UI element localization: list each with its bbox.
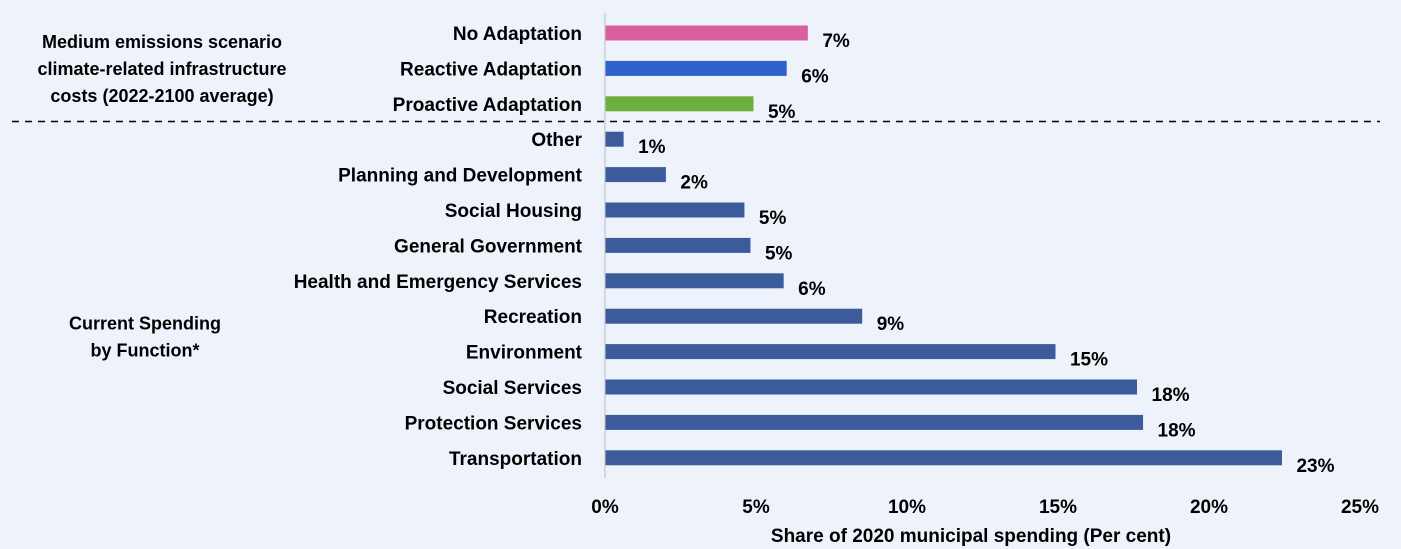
data-label-health-and-emergency-services: 6% bbox=[798, 279, 826, 300]
group-label-0: Medium emissions scenario climate-related… bbox=[37, 32, 286, 106]
bar-proactive-adaptation bbox=[605, 96, 754, 112]
group-label-line: climate-related infrastructure bbox=[37, 59, 286, 79]
x-tick-label: 15% bbox=[1039, 497, 1077, 518]
bar-reactive-adaptation bbox=[605, 60, 787, 76]
category-label-social-services: Social Services bbox=[443, 378, 582, 399]
x-tick-label: 25% bbox=[1341, 497, 1379, 518]
x-axis-label: Share of 2020 municipal spending (Per ce… bbox=[771, 526, 1171, 547]
group-label-line: by Function* bbox=[91, 341, 200, 361]
bar-social-services bbox=[605, 379, 1138, 395]
category-label-recreation: Recreation bbox=[484, 307, 582, 328]
bar-transportation bbox=[605, 450, 1282, 466]
data-label-proactive-adaptation: 5% bbox=[768, 102, 796, 123]
category-label-health-and-emergency-services: Health and Emergency Services bbox=[294, 272, 582, 293]
data-label-social-housing: 5% bbox=[759, 208, 787, 229]
bar-other bbox=[605, 131, 624, 147]
x-tick-labels: 0% 5% 10% 15% 20% 25% bbox=[591, 497, 1379, 518]
bar-planning-and-development bbox=[605, 167, 666, 183]
data-label-recreation: 9% bbox=[877, 314, 905, 335]
category-label-protection-services: Protection Services bbox=[405, 413, 582, 434]
bar-environment bbox=[605, 344, 1056, 360]
group-label-line: Current Spending bbox=[69, 314, 221, 334]
bar-recreation bbox=[605, 308, 863, 324]
category-label-environment: Environment bbox=[466, 343, 583, 364]
group-label-1: Current Spending by Function* bbox=[69, 314, 221, 361]
data-label-planning-and-development: 2% bbox=[680, 173, 708, 194]
group-label-line: Medium emissions scenario bbox=[42, 32, 282, 52]
x-tick-label: 5% bbox=[742, 497, 770, 518]
data-label-transportation: 23% bbox=[1296, 456, 1334, 477]
x-tick-label: 0% bbox=[591, 497, 619, 518]
category-label-social-housing: Social Housing bbox=[445, 201, 582, 222]
category-label-general-government: General Government bbox=[394, 236, 583, 257]
bar-health-and-emergency-services bbox=[605, 273, 784, 289]
x-tick-label: 20% bbox=[1190, 497, 1228, 518]
x-tick-label: 10% bbox=[888, 497, 926, 518]
category-label-proactive-adaptation: Proactive Adaptation bbox=[393, 95, 582, 116]
bar-no-adaptation bbox=[605, 25, 808, 41]
data-label-social-services: 18% bbox=[1152, 385, 1190, 406]
group-label-line: costs (2022-2100 average) bbox=[50, 86, 273, 106]
category-label-reactive-adaptation: Reactive Adaptation bbox=[400, 59, 582, 80]
data-label-reactive-adaptation: 6% bbox=[801, 66, 829, 87]
data-label-protection-services: 18% bbox=[1158, 420, 1196, 441]
category-label-other: Other bbox=[531, 130, 582, 151]
bar-social-housing bbox=[605, 202, 745, 218]
data-label-general-government: 5% bbox=[765, 243, 793, 264]
bar-protection-services bbox=[605, 414, 1144, 430]
data-label-environment: 15% bbox=[1070, 350, 1108, 371]
category-label-no-adaptation: No Adaptation bbox=[453, 24, 582, 45]
category-label-transportation: Transportation bbox=[449, 449, 582, 470]
bars: No Adaptation 7% Reactive Adaptation 6% Proa… bbox=[294, 24, 1335, 477]
data-label-other: 1% bbox=[638, 137, 666, 158]
data-label-no-adaptation: 7% bbox=[822, 31, 850, 52]
bar-general-government bbox=[605, 237, 751, 253]
category-label-planning-and-development: Planning and Development bbox=[338, 166, 583, 187]
group-labels: Medium emissions scenario climate-related… bbox=[37, 32, 286, 361]
